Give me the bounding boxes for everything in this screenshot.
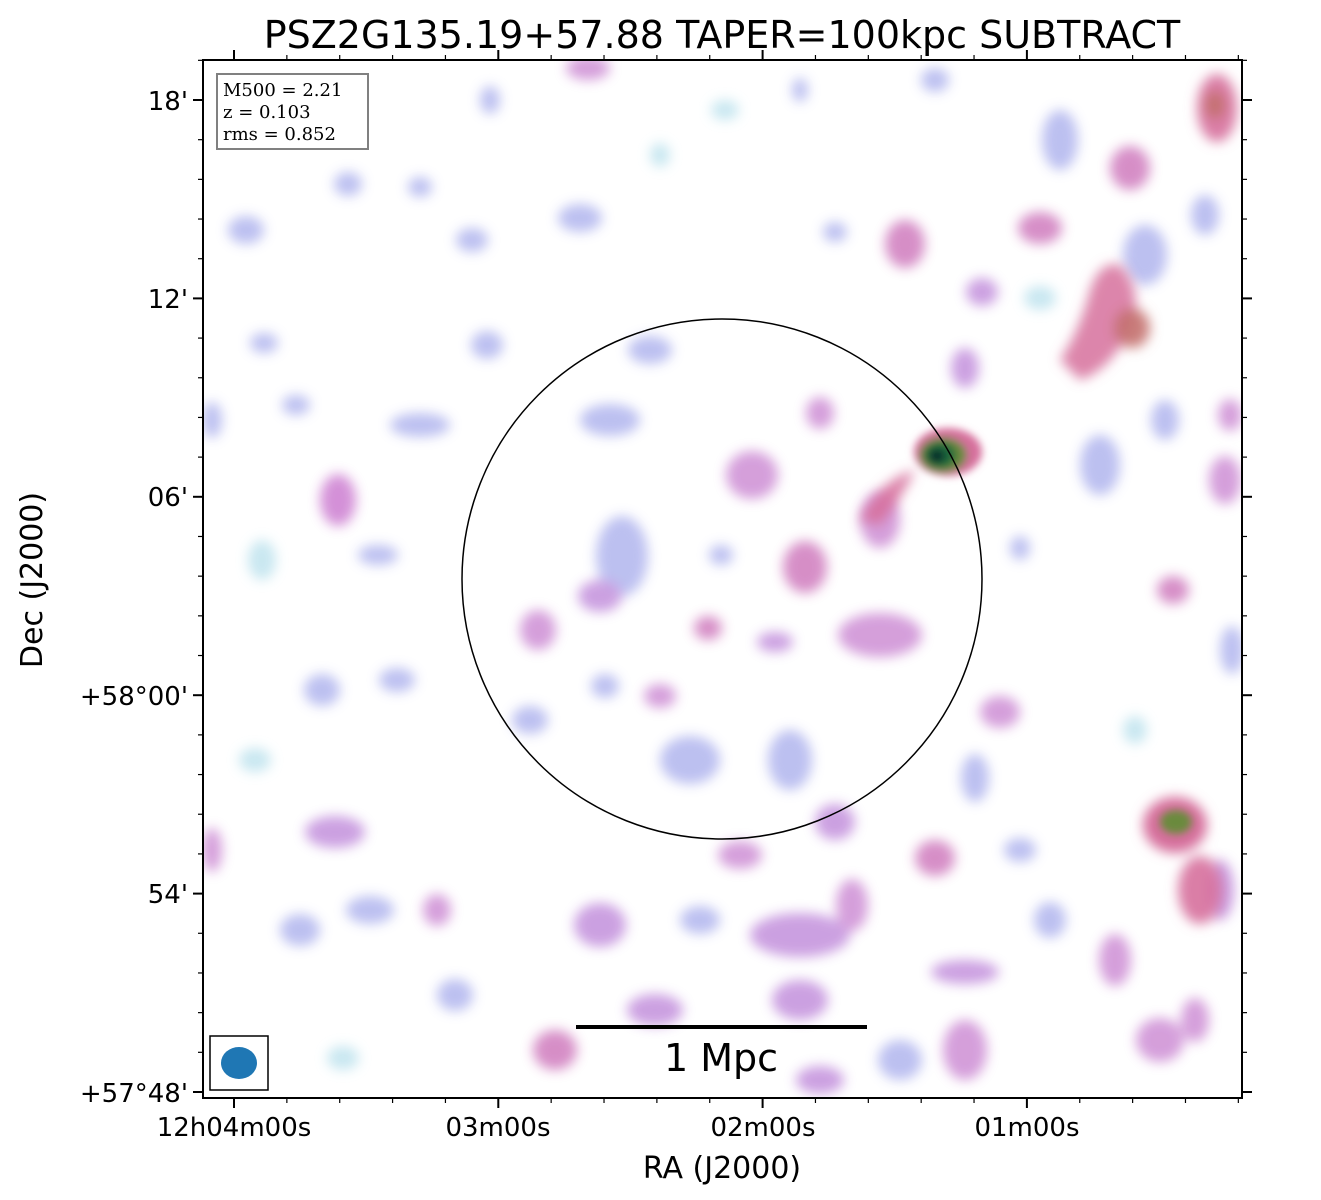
beam-box: [209, 1035, 269, 1091]
x-tick-label: 01m00s: [974, 1113, 1079, 1143]
beam-ellipse: [221, 1047, 257, 1079]
emission-image: [203, 60, 1242, 1094]
info-box: M500 = 2.21 z = 0.103 rms = 0.852: [216, 73, 369, 150]
x-tick-label: 02m00s: [710, 1113, 815, 1143]
y-tick-label: 18': [148, 87, 188, 117]
x-axis-label: RA (J2000): [643, 1151, 801, 1186]
x-tick-labels: 12h04m00s 03m00s 02m00s 01m00s: [157, 1113, 1080, 1143]
plot-frame: [202, 59, 1243, 1099]
y-tick-label: 06': [148, 483, 188, 513]
info-rms: rms = 0.852: [223, 124, 336, 145]
x-tick-label: 12h04m00s: [157, 1113, 312, 1143]
y-tick-label: 12': [148, 285, 188, 315]
x-tick-label: 03m00s: [445, 1113, 550, 1143]
plot-background: [203, 60, 1242, 1098]
r500-circle: [461, 318, 983, 840]
scale-bar: 1 Mpc: [576, 1025, 867, 1080]
info-mass: M500 = 2.21: [223, 80, 342, 101]
axis-ticks: [193, 50, 1252, 1108]
info-redshift: z = 0.103: [223, 102, 311, 123]
y-axis-label: Dec (J2000): [15, 492, 50, 668]
scale-bar-label: 1 Mpc: [664, 1036, 778, 1080]
chart-title: PSZ2G135.19+57.88 TAPER=100kpc SUBTRACT: [264, 13, 1181, 57]
y-tick-label: 54': [148, 880, 188, 910]
info-box-frame: [216, 73, 369, 150]
y-tick-label: +57°48': [80, 1079, 188, 1109]
y-tick-labels: 18' 12' 06' +58°00' 54' +57°48': [80, 87, 188, 1109]
y-tick-label: +58°00': [80, 682, 188, 712]
